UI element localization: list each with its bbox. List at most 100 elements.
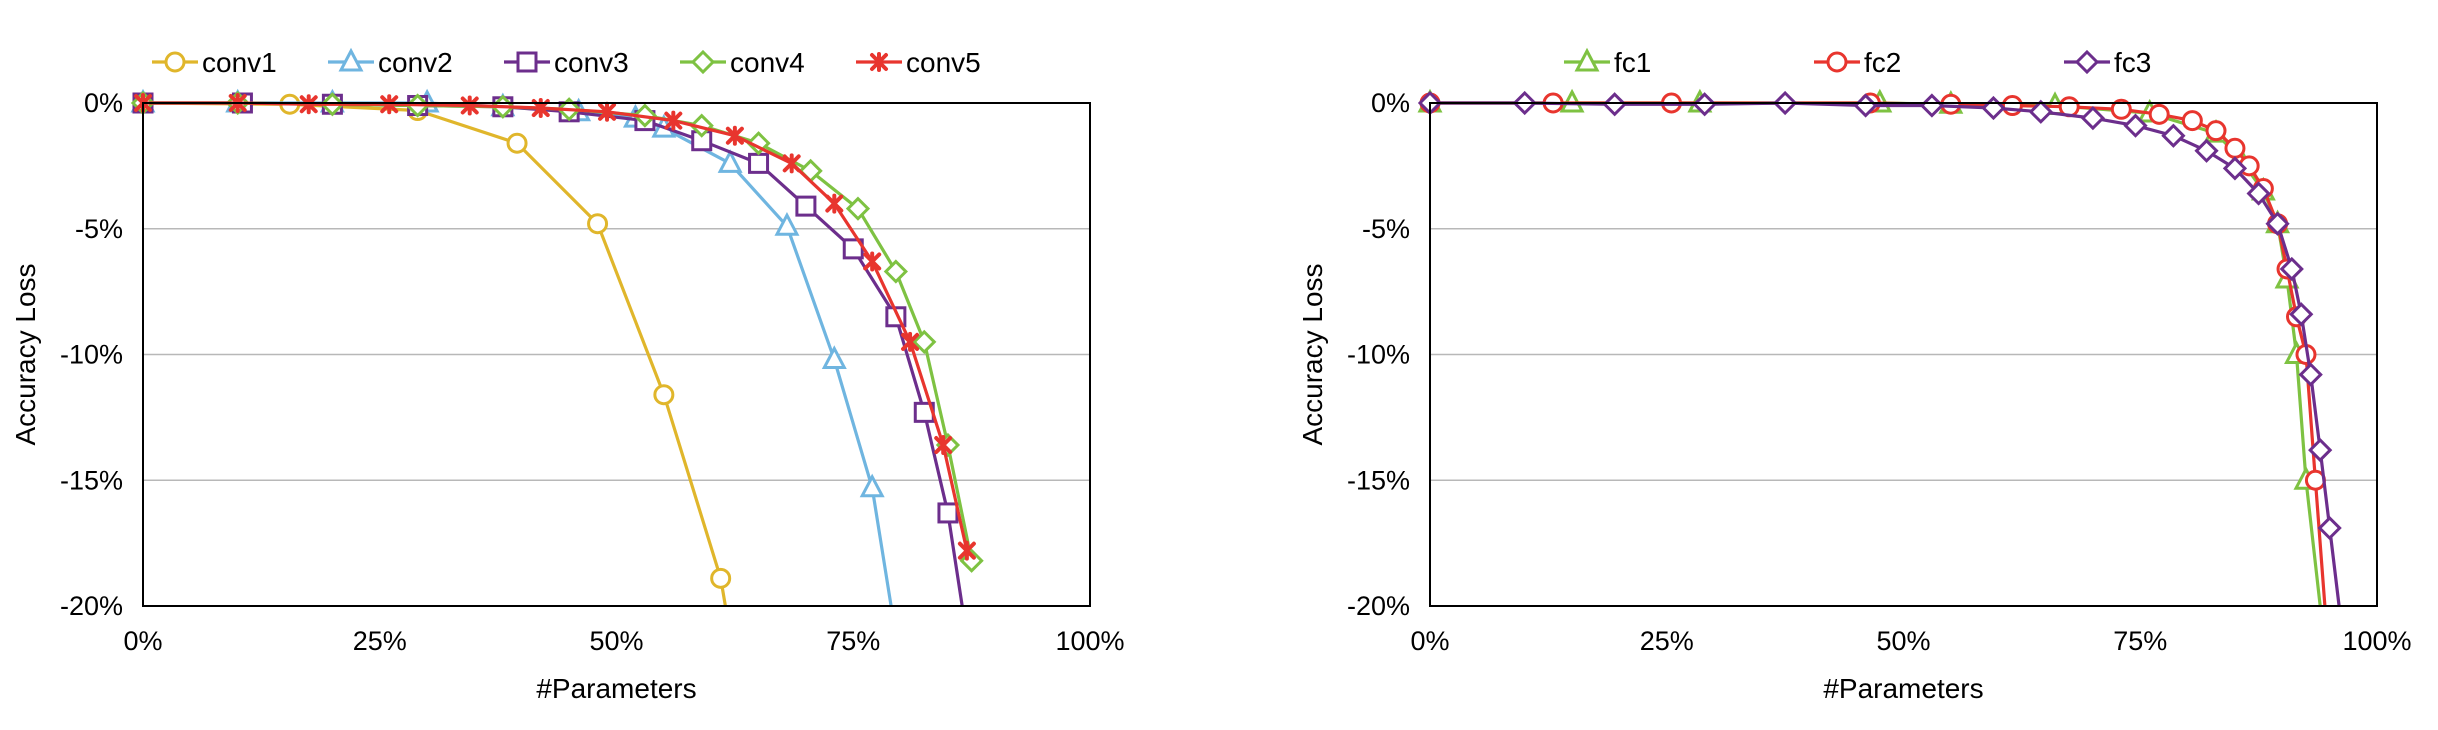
- legend-label: fc3: [2114, 47, 2151, 78]
- data-point-fc3: [2317, 515, 2342, 541]
- data-point-conv5: [460, 95, 479, 116]
- x-tick-label: 75%: [2113, 626, 2167, 656]
- data-point-conv5: [299, 94, 318, 115]
- series-conv1: [132, 92, 732, 607]
- legend-marker: [1826, 51, 1848, 73]
- data-point-conv5: [901, 331, 920, 352]
- legend-item-conv3: conv3: [504, 47, 629, 78]
- data-point-conv3: [795, 195, 817, 217]
- legend-item-conv1: conv1: [152, 47, 277, 78]
- legend-label: conv5: [906, 47, 981, 78]
- legend: conv1 conv2 conv3 conv4 conv5: [152, 47, 981, 78]
- y-axis-label: Accuracy Loss: [1297, 263, 1328, 445]
- legend-item-fc2: fc2: [1814, 47, 1901, 78]
- legend-item-conv4: conv4: [680, 47, 805, 78]
- x-tick-label: 50%: [1876, 626, 1930, 656]
- data-point-conv3: [937, 502, 959, 524]
- data-point-conv4: [883, 259, 908, 284]
- chart-fc-layers: fc1 fc2 fc3 0%-5%-10%-15%-20%0% 25% 50% 75% 10…: [1297, 47, 2412, 704]
- plot-frame: [142, 102, 1091, 607]
- data-point-conv5: [957, 540, 976, 561]
- series-conv2: [130, 88, 893, 607]
- series-line-conv5: [143, 101, 969, 552]
- data-point-fc2: [2001, 95, 2023, 117]
- x-tick-label: 50%: [589, 626, 643, 656]
- data-point-conv2: [821, 345, 847, 370]
- y-tick-label: -10%: [60, 340, 123, 370]
- data-point-conv4: [845, 196, 871, 221]
- data-point-fc2: [2181, 110, 2203, 132]
- y-tick-label: -15%: [1347, 465, 1410, 495]
- legend-label: conv3: [554, 47, 629, 78]
- data-point-fc3: [2080, 105, 2106, 131]
- legend: fc1 fc2 fc3: [1564, 47, 2151, 78]
- data-point-fc3: [2246, 181, 2271, 206]
- legend-item-conv5: conv5: [856, 47, 981, 78]
- legend-label: conv2: [378, 47, 453, 78]
- data-point-conv1: [653, 384, 675, 406]
- y-tick-label: -5%: [75, 214, 123, 244]
- data-point-fc3: [1602, 92, 1627, 117]
- data-point-fc3: [2289, 302, 2314, 327]
- data-point-fc3: [2194, 138, 2219, 163]
- gridlines: [143, 227, 1090, 482]
- data-point-conv1: [587, 213, 609, 235]
- legend-marker: [870, 52, 888, 72]
- data-point-fc2: [2205, 120, 2227, 142]
- data-point-conv5: [934, 435, 953, 456]
- legend-marker: [2074, 49, 2100, 75]
- data-point-fc2: [2148, 103, 2170, 125]
- data-point-conv5: [664, 110, 683, 131]
- data-point-fc3: [2308, 437, 2333, 463]
- data-point-conv5: [380, 94, 399, 115]
- series-conv5: [134, 93, 976, 561]
- data-point-conv2: [717, 149, 743, 173]
- data-point-conv5: [825, 193, 844, 214]
- data-point-conv1: [506, 132, 528, 154]
- tick-labels: 0%-5%-10%-15%-20%0% 25% 50% 75% 100%: [1347, 88, 2412, 656]
- x-tick-label: 25%: [353, 626, 407, 656]
- y-tick-label: 0%: [1371, 88, 1410, 118]
- data-point-fc3: [2265, 211, 2290, 236]
- legend-label: fc2: [1864, 47, 1901, 78]
- x-tick-label: 100%: [2342, 626, 2411, 656]
- x-axis-label: #Parameters: [536, 673, 696, 704]
- series-fc1: [1417, 88, 2322, 607]
- series-lines: [130, 88, 984, 607]
- legend-item-conv2: conv2: [328, 47, 453, 78]
- series-fc2: [1419, 92, 2327, 607]
- data-point-fc3: [2028, 99, 2053, 124]
- plot-frame: [1429, 102, 2378, 607]
- legend-label: conv1: [202, 47, 277, 78]
- data-point-fc3: [1692, 92, 1717, 117]
- x-axis-label: #Parameters: [1823, 673, 1983, 704]
- legend-marker: [164, 51, 186, 73]
- data-point-fc2: [2224, 137, 2246, 159]
- data-point-conv5: [725, 125, 744, 146]
- series-conv4: [130, 90, 984, 573]
- legend-marker: [516, 51, 538, 73]
- legend-item-fc1: fc1: [1564, 47, 1651, 78]
- data-point-fc3: [2279, 256, 2304, 282]
- data-point-conv2: [774, 212, 800, 236]
- data-point-conv4: [912, 329, 937, 355]
- data-point-fc3: [2161, 123, 2186, 148]
- data-point-fc3: [2298, 362, 2323, 387]
- legend-marker: [1574, 47, 1600, 72]
- x-tick-label: 25%: [1640, 626, 1694, 656]
- y-tick-label: -5%: [1362, 214, 1410, 244]
- data-point-conv5: [863, 251, 882, 272]
- y-tick-label: -20%: [1347, 591, 1410, 621]
- data-point-fc3: [1981, 95, 2006, 121]
- x-tick-label: 100%: [1055, 626, 1124, 656]
- y-tick-label: -15%: [60, 465, 123, 495]
- y-tick-label: 0%: [84, 88, 123, 118]
- legend-label: conv4: [730, 47, 805, 78]
- data-point-fc2: [1940, 93, 1962, 115]
- data-point-conv5: [598, 101, 617, 122]
- chart-conv-layers: conv1 conv2 conv3 conv4 conv5 0% -5% -10% -15% -…: [10, 47, 1125, 704]
- legend-label: fc1: [1614, 47, 1651, 78]
- data-point-conv1: [710, 567, 732, 589]
- series-lines: [1417, 88, 2342, 607]
- data-point-conv2: [859, 473, 885, 498]
